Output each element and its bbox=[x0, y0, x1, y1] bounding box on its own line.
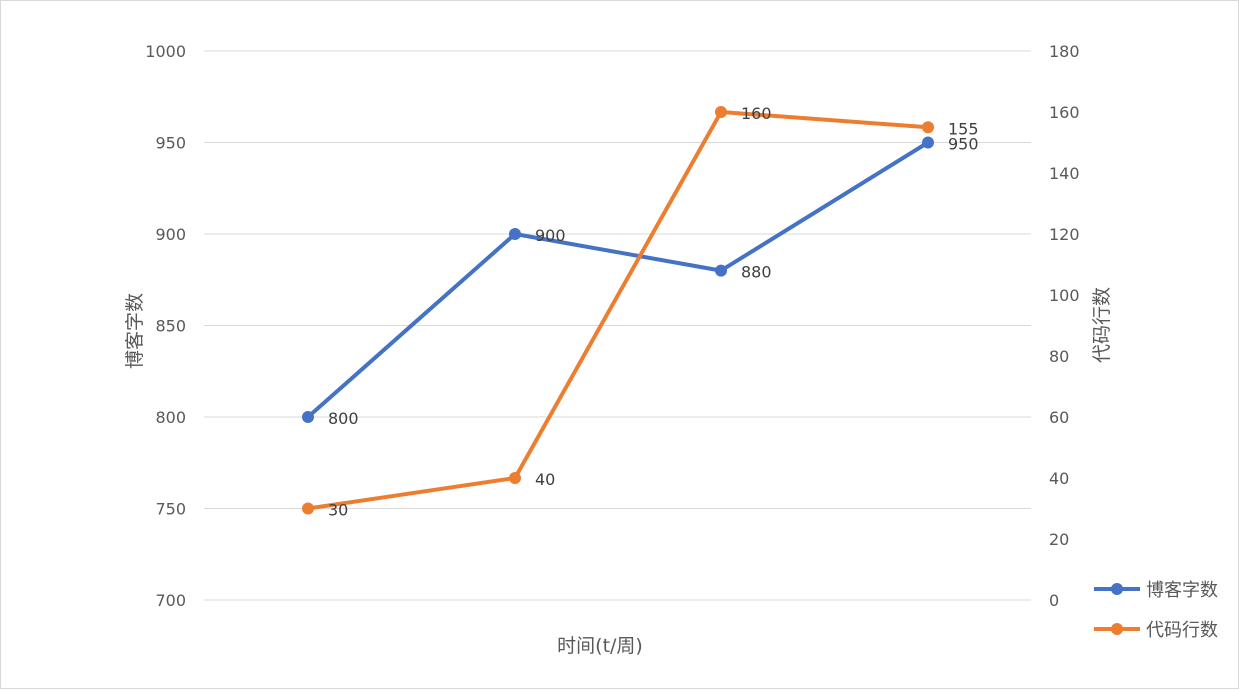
data-point bbox=[922, 136, 934, 149]
legend-item: 博客字数 bbox=[1094, 580, 1218, 601]
right-tick-label: 100 bbox=[1049, 286, 1080, 305]
right-tick-label: 140 bbox=[1049, 164, 1080, 183]
series-layer: 800 900 880 950 30 40 160 155 bbox=[302, 104, 979, 520]
left-tick-label: 700 bbox=[155, 591, 186, 610]
series-1: 800 900 880 950 bbox=[302, 135, 979, 428]
right-tick-label: 0 bbox=[1049, 591, 1059, 610]
legend-swatch-marker bbox=[1111, 583, 1123, 595]
data-point bbox=[715, 264, 727, 277]
series-2: 30 40 160 155 bbox=[302, 104, 979, 520]
data-label: 160 bbox=[741, 104, 772, 123]
legend-item: 代码行数 bbox=[1094, 620, 1218, 641]
right-tick-label: 120 bbox=[1049, 225, 1080, 244]
data-point bbox=[922, 121, 934, 134]
data-point bbox=[302, 502, 314, 515]
left-tick-label: 900 bbox=[155, 225, 186, 244]
left-tick-label: 750 bbox=[155, 500, 186, 519]
right-tick-label: 40 bbox=[1049, 469, 1069, 488]
series-line bbox=[306, 110, 930, 511]
data-point bbox=[302, 411, 314, 423]
legend-swatch-marker bbox=[1111, 623, 1123, 635]
data-point bbox=[509, 472, 521, 484]
data-label: 900 bbox=[535, 226, 566, 245]
right-tick-label: 60 bbox=[1049, 408, 1069, 427]
right-axis-title: 代码行数 bbox=[1091, 287, 1113, 363]
left-tick-label: 950 bbox=[155, 134, 186, 153]
left-axis-ticks: 700 750 800 850 900 950 1000 bbox=[145, 42, 186, 610]
data-point bbox=[715, 106, 727, 118]
right-axis-ticks: 0 20 40 60 80 100 120 140 160 180 bbox=[1049, 42, 1080, 610]
data-label: 800 bbox=[328, 409, 359, 428]
right-tick-label: 20 bbox=[1049, 530, 1069, 549]
right-tick-label: 80 bbox=[1049, 347, 1069, 366]
data-label: 950 bbox=[948, 135, 979, 154]
x-axis-title: 时间(t/周) bbox=[557, 635, 643, 657]
data-label: 155 bbox=[948, 119, 979, 138]
legend-label: 代码行数 bbox=[1146, 620, 1218, 641]
left-tick-label: 1000 bbox=[145, 42, 186, 61]
left-axis-title: 博客字数 bbox=[124, 293, 146, 369]
legend-label: 博客字数 bbox=[1146, 580, 1218, 601]
left-tick-label: 800 bbox=[155, 408, 186, 427]
series-line bbox=[306, 140, 930, 419]
left-tick-label: 850 bbox=[155, 317, 186, 336]
data-label: 40 bbox=[535, 470, 555, 489]
data-label: 880 bbox=[741, 263, 772, 282]
gridlines bbox=[204, 50, 1031, 601]
right-tick-label: 180 bbox=[1049, 42, 1080, 61]
data-label: 30 bbox=[328, 501, 348, 520]
right-tick-label: 160 bbox=[1049, 103, 1080, 122]
data-point bbox=[509, 228, 521, 240]
